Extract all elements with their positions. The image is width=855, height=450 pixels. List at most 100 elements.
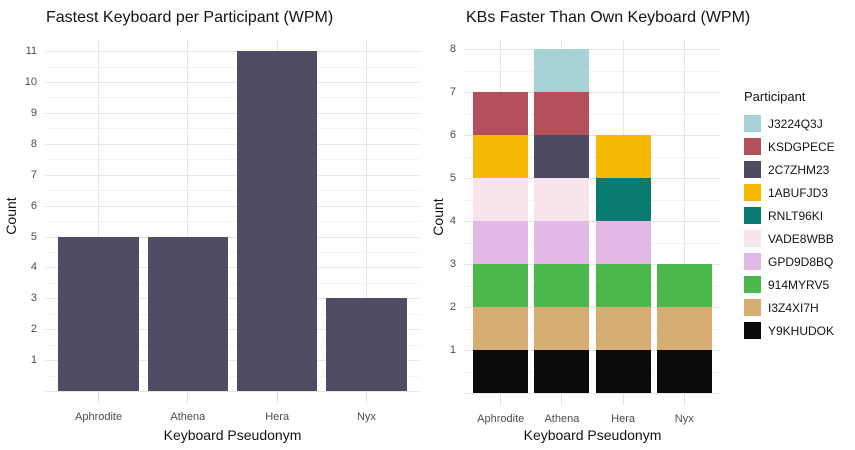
stacked-bar-segment-1ABUFJD3 xyxy=(473,135,529,178)
legend-items: J3224Q3J KSDGPECE 2C7ZHM23 1ABUFJD3 RNLT96KI… xyxy=(744,115,835,339)
x-tick-label: Athena xyxy=(170,411,206,423)
stacked-bar-segment-VADE8WBB xyxy=(534,178,590,221)
stacked-bar-segment-I3Z4XI7H xyxy=(534,307,590,350)
gridline-h-major xyxy=(464,393,721,394)
legend-swatch-icon xyxy=(744,115,761,132)
right-x-axis-title: Keyboard Pseudonym xyxy=(523,427,662,443)
legend-swatch-icon xyxy=(744,207,761,224)
stacked-bar-segment-Y9KHUDOK xyxy=(656,350,712,393)
gridline-v-major xyxy=(365,40,367,391)
y-tick-label: 4 xyxy=(30,261,37,274)
gridline-h-minor xyxy=(464,242,721,244)
bar-Hera xyxy=(236,51,318,391)
x-axis-tick xyxy=(276,391,278,403)
stacked-bar-segment-KSDGPECE xyxy=(534,92,590,135)
legend-label: 2C7ZHM23 xyxy=(768,162,830,177)
legend-label: Y9KHUDOK xyxy=(768,323,835,338)
gridline-h-minor xyxy=(464,199,721,201)
gridline-v-major xyxy=(98,40,100,391)
x-tick-label: Aphrodite xyxy=(477,413,525,425)
legend-item: 914MYRV5 xyxy=(744,276,835,293)
y-tick-label: 11 xyxy=(25,45,37,58)
legend-item: KSDGPECE xyxy=(744,138,835,155)
x-tick-label: Athena xyxy=(544,413,580,425)
gridline-h-major xyxy=(45,236,420,238)
stacked-bar-segment-VADE8WBB xyxy=(473,178,529,221)
legend-label: 1ABUFJD3 xyxy=(768,185,829,200)
gridline-h-minor xyxy=(45,159,420,161)
legend-item: J3224Q3J xyxy=(744,115,835,132)
y-tick-label: 5 xyxy=(30,230,37,243)
bar-Athena xyxy=(147,236,229,391)
gridline-h-major xyxy=(45,205,420,207)
y-tick-label: 6 xyxy=(449,129,456,142)
gridline-h-major xyxy=(45,112,420,114)
legend-swatch-icon xyxy=(744,138,761,155)
y-tick-label: 10 xyxy=(24,76,37,89)
legend-item: VADE8WBB xyxy=(744,230,835,247)
stacked-bar-segment-GPD9D8BQ xyxy=(534,221,590,264)
gridline-h-minor xyxy=(45,221,420,223)
y-tick-label: 6 xyxy=(30,199,37,212)
gridline-h-minor xyxy=(45,344,420,346)
gridline-h-major xyxy=(45,298,420,300)
gridline-h-major xyxy=(45,329,420,331)
gridline-h-major xyxy=(464,307,721,308)
y-tick-label: 9 xyxy=(30,106,37,119)
stacked-bar-segment-914MYRV5 xyxy=(534,264,590,307)
legend-item: 1ABUFJD3 xyxy=(744,184,835,201)
legend-label: GPD9D8BQ xyxy=(768,254,834,269)
y-tick-label: 2 xyxy=(30,323,37,336)
stacked-bar-segment-Y9KHUDOK xyxy=(595,350,651,393)
y-tick-label: 8 xyxy=(449,43,456,56)
gridline-h-major xyxy=(45,360,420,362)
legend-label: I3Z4XI7H xyxy=(768,300,819,315)
gridline-h-major xyxy=(464,264,721,265)
x-axis-tick xyxy=(622,393,624,405)
gridline-h-minor xyxy=(464,113,721,115)
x-tick-label: Hera xyxy=(611,413,636,425)
right-chart-title: KBs Faster Than Own Keyboard (WPM) xyxy=(466,9,751,26)
x-axis-tick xyxy=(561,393,563,405)
y-tick-label: 2 xyxy=(449,301,456,313)
legend-swatch-icon xyxy=(744,322,761,339)
gridline-h-major xyxy=(464,221,721,222)
stacked-bar-segment-914MYRV5 xyxy=(595,264,651,307)
gridline-h-minor xyxy=(45,190,420,192)
gridline-v-major xyxy=(683,40,685,393)
stacked-bar-segment-Y9KHUDOK xyxy=(534,350,590,393)
left-chart-title: Fastest Keyboard per Participant (WPM) xyxy=(46,9,334,26)
legend-label: RNLT96KI xyxy=(768,208,824,223)
gridline-h-major xyxy=(464,49,721,51)
gridline-h-minor xyxy=(464,70,721,72)
x-axis-tick xyxy=(187,391,189,403)
y-tick-label: 3 xyxy=(449,258,456,270)
legend-item: GPD9D8BQ xyxy=(744,253,835,270)
gridline-h-major xyxy=(45,51,420,53)
x-axis-tick xyxy=(98,391,100,403)
gridline-v-major xyxy=(187,40,189,391)
y-tick-label: 7 xyxy=(30,168,37,181)
gridline-h-minor xyxy=(464,371,721,373)
y-tick-label: 1 xyxy=(449,344,456,356)
x-axis-tick xyxy=(365,391,367,403)
y-tick-label: 8 xyxy=(30,137,37,150)
legend-label: VADE8WBB xyxy=(768,231,834,246)
gridline-h-major xyxy=(464,135,721,137)
gridline-h-minor xyxy=(45,97,420,99)
legend-swatch-icon xyxy=(744,299,761,316)
gridline-h-major xyxy=(464,178,721,180)
stacked-bar-segment-I3Z4XI7H xyxy=(656,307,712,350)
stacked-bar-segment-1ABUFJD3 xyxy=(595,135,651,178)
stacked-bar-segment-GPD9D8BQ xyxy=(473,221,529,264)
x-tick-label: Hera xyxy=(265,411,290,423)
stacked-bar-segment-GPD9D8BQ xyxy=(595,221,651,264)
legend-item: I3Z4XI7H xyxy=(744,299,835,316)
bar-Nyx xyxy=(326,298,407,391)
gridline-h-major xyxy=(45,143,420,145)
gridline-h-minor xyxy=(45,313,420,315)
stacked-bar-segment-914MYRV5 xyxy=(473,264,529,307)
stacked-bar-segment-Y9KHUDOK xyxy=(473,350,529,393)
